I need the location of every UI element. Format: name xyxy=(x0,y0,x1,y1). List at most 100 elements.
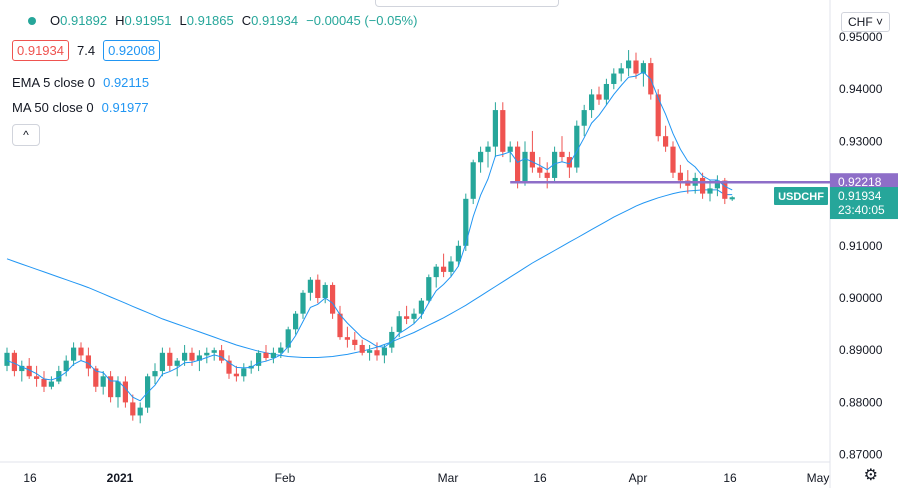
candle-body xyxy=(729,197,735,200)
candle-body xyxy=(463,198,469,246)
candle-body xyxy=(374,350,380,356)
candle-body xyxy=(263,352,269,359)
candle-body xyxy=(108,376,114,398)
candle-body xyxy=(618,68,624,74)
candle-body xyxy=(515,146,521,184)
candle-body xyxy=(182,352,188,361)
candle-body xyxy=(115,381,121,398)
y-tick-label: 0.88000 xyxy=(839,395,883,409)
candle-body xyxy=(330,284,336,314)
candle-body xyxy=(433,266,439,278)
ema-label: EMA 5 close 0 xyxy=(12,75,96,90)
candle-body xyxy=(256,352,262,366)
candle-body xyxy=(603,83,609,100)
candle-body xyxy=(448,261,454,272)
candle-body xyxy=(226,360,232,374)
candle-body xyxy=(159,352,165,372)
y-tick-label: 0.89000 xyxy=(839,343,883,357)
candle-body xyxy=(352,339,358,345)
y-tick-label: 0.93000 xyxy=(839,134,883,148)
last-price-tag xyxy=(830,187,898,220)
ma-label: MA 50 close 0 xyxy=(12,100,94,115)
candle-body xyxy=(41,378,47,387)
candle-body xyxy=(626,60,632,69)
candle-body xyxy=(56,371,62,382)
candle-body xyxy=(300,292,306,314)
candle-body xyxy=(78,347,84,356)
candle-body xyxy=(315,279,321,298)
candle-body xyxy=(418,300,424,314)
ema-legend[interactable]: EMA 5 close 0 0.92115 xyxy=(12,75,149,90)
candle-body xyxy=(670,146,676,173)
top-toolbar-stub[interactable] xyxy=(375,0,559,7)
candle-body xyxy=(174,360,180,366)
candle-body xyxy=(722,180,728,199)
candle-body xyxy=(492,110,498,147)
last-price-text: 0.91934 xyxy=(838,189,882,203)
open-label: O xyxy=(50,13,61,28)
candle-body xyxy=(322,284,328,298)
candle-body xyxy=(411,313,417,319)
candle-body xyxy=(278,347,284,353)
settings-gear-icon[interactable]: ⚙ xyxy=(863,467,878,484)
candle-body xyxy=(48,381,54,387)
candle-body xyxy=(537,167,543,173)
candle-body xyxy=(137,407,143,416)
candle-body xyxy=(152,371,158,377)
candle-body xyxy=(611,73,617,84)
bid-ask-row: 0.91934 7.4 0.92008 xyxy=(12,40,161,61)
buy-price-button[interactable]: 0.92008 xyxy=(103,40,161,61)
candle-body xyxy=(655,94,661,137)
candle-body xyxy=(93,368,99,387)
ma-50-line xyxy=(6,189,733,358)
candle-body xyxy=(367,350,373,353)
x-tick-label: 16 xyxy=(723,471,737,485)
candle-body xyxy=(100,376,106,387)
chevron-up-icon: ^ xyxy=(23,128,29,142)
candle-body xyxy=(596,94,602,100)
symbol-tag-text: USDCHF xyxy=(778,191,824,203)
candle-body xyxy=(544,172,550,178)
sell-price-button[interactable]: 0.91934 xyxy=(12,40,69,61)
candle-body xyxy=(211,350,217,353)
level-price-tag xyxy=(830,173,898,192)
candle-body xyxy=(233,373,239,377)
candle-body xyxy=(640,63,646,74)
candle-body xyxy=(529,151,535,168)
spread-value: 7.4 xyxy=(77,43,96,58)
change-value: −0.00045 (−0.05%) xyxy=(306,13,418,28)
candle-body xyxy=(122,381,128,403)
candle-body xyxy=(381,347,387,356)
candle-body xyxy=(337,313,343,338)
candle-body xyxy=(130,402,136,416)
low-value: 0.91865 xyxy=(186,13,234,28)
currency-selector[interactable]: CHF ˅ xyxy=(840,12,890,32)
candle-body xyxy=(574,125,580,168)
y-tick-label: 0.95000 xyxy=(839,30,883,44)
ema-value: 0.92115 xyxy=(103,75,150,90)
ema-5-line xyxy=(6,71,733,402)
candle-body xyxy=(714,180,720,189)
candle-body xyxy=(455,245,461,262)
ma-value: 0.91977 xyxy=(101,100,149,115)
candle-body xyxy=(396,316,402,332)
close-value: 0.91934 xyxy=(251,13,299,28)
ohlc-legend: O0.91892 H0.91951 L0.91865 C0.91934 −0.0… xyxy=(28,13,417,28)
candle-body xyxy=(270,352,276,359)
candle-body xyxy=(566,157,572,168)
candle-body xyxy=(307,279,313,293)
high-value: 0.91951 xyxy=(124,13,172,28)
symbol-tag xyxy=(774,187,828,206)
candle-body xyxy=(559,151,565,158)
countdown-text: 23:40:05 xyxy=(838,203,885,217)
candle-body xyxy=(344,337,350,340)
candle-body xyxy=(204,352,210,356)
ma-legend[interactable]: MA 50 close 0 0.91977 xyxy=(12,100,149,115)
candle-body xyxy=(663,136,669,147)
collapse-legend-button[interactable]: ^ xyxy=(12,124,40,146)
candle-body xyxy=(389,331,395,348)
y-tick-label: 0.87000 xyxy=(839,448,883,462)
x-tick-label: 16 xyxy=(23,471,37,485)
x-tick-label: Feb xyxy=(275,471,296,485)
